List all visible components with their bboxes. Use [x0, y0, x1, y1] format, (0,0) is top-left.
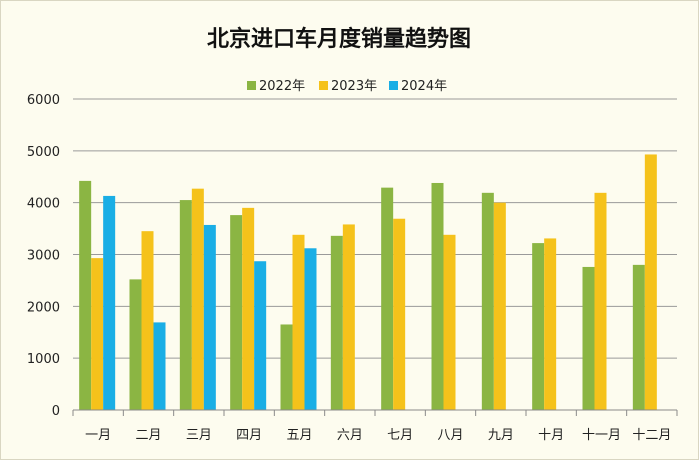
x-tick-label: 六月 — [337, 428, 363, 443]
y-axis-ticks: 0 1000 2000 3000 4000 5000 6000 — [27, 93, 60, 419]
bar-2023年-七月 — [393, 218, 406, 410]
bar-2022年-九月 — [481, 192, 494, 410]
y-tick-label: 1000 — [27, 352, 60, 367]
x-tick-label: 十二月 — [632, 428, 671, 443]
x-tick-label: 一月 — [85, 428, 111, 443]
bar-2023年-十二月 — [644, 154, 657, 410]
bar-2023年-五月 — [292, 234, 305, 410]
x-tick-label: 十一月 — [582, 428, 621, 443]
bar-2022年-五月 — [280, 324, 293, 410]
y-tick-label: 0 — [52, 404, 60, 419]
bar-2022年-一月 — [79, 180, 92, 410]
y-tick-label: 2000 — [27, 300, 60, 315]
bar-2024年-四月 — [254, 261, 267, 410]
legend-swatch-2022年 — [247, 81, 256, 90]
bar-2022年-十二月 — [632, 264, 645, 410]
bar-2023年-八月 — [443, 234, 456, 410]
bar-2023年-一月 — [91, 258, 104, 410]
bar-2023年-九月 — [493, 202, 506, 410]
chart-title: 北京进口车月度销量趋势图 — [207, 26, 471, 52]
legend-swatch-2024年 — [389, 81, 398, 90]
bars — [79, 154, 657, 410]
y-tick-label: 5000 — [27, 145, 60, 160]
x-tick-label: 五月 — [286, 428, 312, 443]
bar-2023年-六月 — [342, 224, 355, 410]
y-tick-label: 6000 — [27, 93, 60, 108]
bar-2023年-四月 — [242, 207, 255, 410]
bar-2024年-五月 — [304, 248, 317, 410]
bar-2022年-十月 — [532, 243, 545, 410]
x-tick-label: 七月 — [387, 428, 413, 443]
bar-2023年-三月 — [191, 188, 204, 410]
x-axis — [72, 409, 678, 416]
x-axis-ticks: 一月 二月 三月 四月 五月 六月 七月 八月 九月 十月 十一月 十二月 — [85, 428, 671, 443]
x-tick-label: 八月 — [437, 428, 463, 443]
bar-2022年-八月 — [431, 182, 444, 410]
bar-2022年-四月 — [230, 215, 243, 410]
x-tick-label: 九月 — [488, 428, 514, 443]
bar-2022年-六月 — [330, 235, 343, 410]
bar-2024年-二月 — [153, 322, 166, 410]
legend-label-2024年: 2024年 — [401, 79, 447, 94]
legend-swatch-2023年 — [319, 81, 328, 90]
x-tick-label: 三月 — [186, 428, 212, 443]
legend-label-2022年: 2022年 — [259, 79, 305, 94]
x-tick-label: 二月 — [135, 428, 161, 443]
bar-2022年-七月 — [381, 187, 394, 410]
y-tick-label: 4000 — [27, 197, 60, 212]
bar-2023年-十月 — [544, 238, 557, 410]
bar-2022年-二月 — [129, 279, 142, 410]
x-tick-label: 十月 — [538, 428, 564, 443]
x-tick-label: 四月 — [236, 428, 262, 443]
bar-2023年-十一月 — [594, 192, 607, 410]
bar-2022年-十一月 — [582, 266, 595, 410]
gridlines — [73, 98, 677, 359]
y-tick-label: 3000 — [27, 249, 60, 264]
legend-label-2023年: 2023年 — [331, 79, 377, 94]
legend: 2022年 2023年 2024年 — [247, 79, 447, 94]
bar-2024年-一月 — [103, 195, 116, 410]
bar-2024年-三月 — [203, 224, 216, 410]
bar-2023年-二月 — [141, 231, 154, 410]
bar-2022年-三月 — [179, 200, 192, 410]
